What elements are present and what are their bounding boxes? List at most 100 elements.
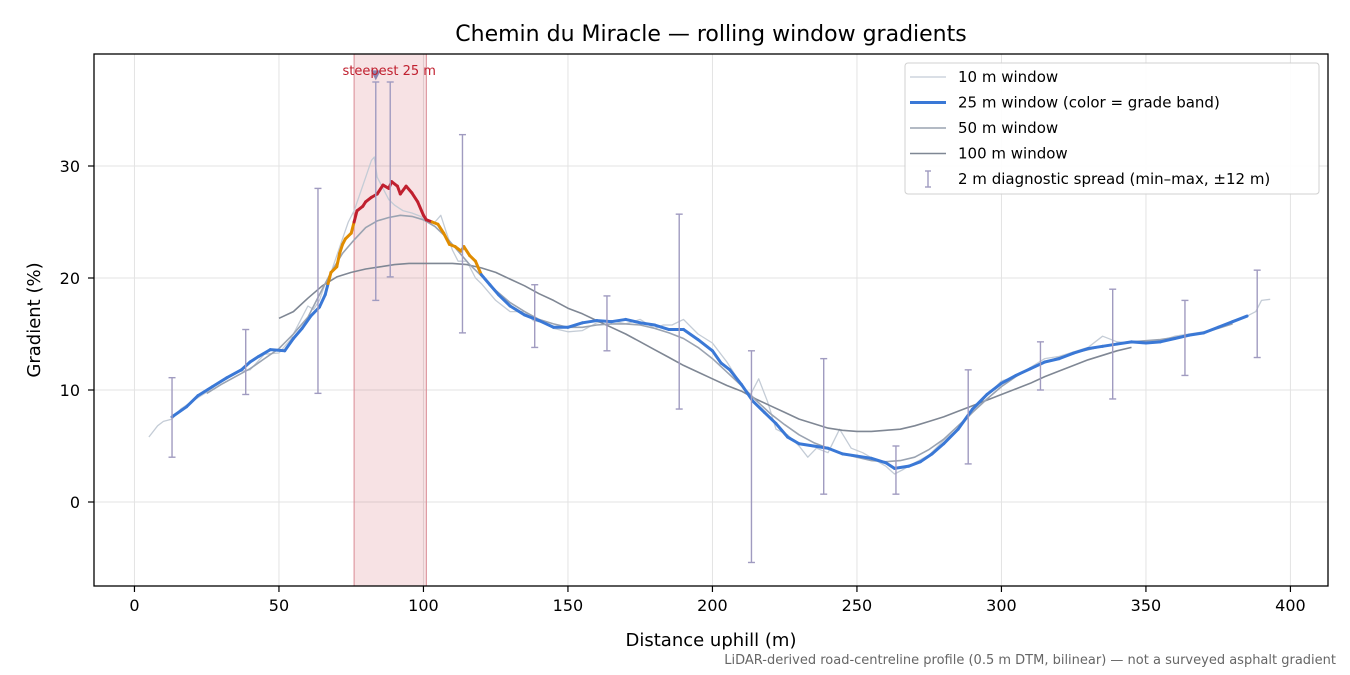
x-axis-label: Distance uphill (m) [626,630,797,651]
series-segment [609,317,628,324]
series-segment [971,392,989,411]
series-segment [462,245,472,258]
series-segment [257,348,272,358]
x-tick-label: 100 [408,596,439,615]
series-segment [942,427,960,446]
series-segment [786,435,801,446]
series-segment [719,361,732,372]
series-segment [1216,320,1235,329]
series-segment [184,394,200,409]
series-segment [893,464,911,470]
series-segment [1014,367,1032,377]
series-segment [1086,344,1105,351]
series-100m-window [278,262,1132,433]
steepest-label: steepest 25 m [342,64,435,79]
x-tick-label: 50 [269,596,289,615]
x-tick-label: 400 [1275,596,1306,615]
spread-errorbar [747,350,755,564]
series-segment [1129,340,1148,345]
series-segment [580,319,599,325]
series-segment [1158,336,1177,344]
series-segment [907,460,923,468]
series-segment [335,251,342,269]
series-segment [1173,333,1191,340]
spread-errorbar [820,357,828,495]
spread-errorbar [386,81,394,278]
series-segment [638,321,657,327]
series-segment [268,348,287,353]
series-segment [840,452,859,458]
y-tick-label: 30 [60,157,80,176]
steepest-marker-icon [370,70,381,81]
series-segment [537,319,555,329]
legend-label: 100 m window [958,145,1068,163]
series-segment [442,231,451,246]
series-segment [930,442,946,456]
series-segment [317,293,327,309]
series-segment [283,336,295,353]
series-segment [1043,357,1061,364]
x-tick-label: 300 [986,596,1017,615]
series-segment [349,220,356,235]
series-segment [1101,342,1119,348]
series-segment [682,328,700,342]
series-segment [497,293,512,308]
series-segment [523,313,541,323]
series-segment [1115,340,1133,346]
spread-errorbar [964,369,972,465]
series-segment [728,368,743,386]
axes-frame [93,53,1329,587]
series-segment [1144,340,1162,345]
series-segment [488,283,501,297]
x-tick-label: 0 [129,596,139,615]
series-segment [196,385,214,398]
legend-label: 25 m window (color = grade band) [958,94,1220,112]
series-segment [774,422,790,439]
spread-errorbar [1109,288,1117,400]
series-segment [624,317,642,325]
series-25m-window [170,180,1249,470]
series-segment [479,273,492,287]
series-segment [1057,351,1076,361]
series-segment [762,410,778,426]
series-segment [812,444,830,450]
spread-errorbar [314,187,322,395]
x-tick-label: 150 [553,596,584,615]
series-segment [323,282,330,297]
series-segment [326,270,333,286]
legend-label: 10 m window [958,68,1058,86]
series-segment [797,442,816,448]
series-segment [291,326,304,340]
series-segment [884,461,897,470]
series-segment [225,368,243,380]
series-segment [999,373,1018,385]
series-segment [985,381,1003,396]
spread-errorbar [603,295,611,352]
series-segment [710,349,723,365]
series-segment [1187,331,1206,337]
legend-label: 2 m diagnostic spread (min–max, ±12 m) [958,170,1270,188]
series-segment [595,319,613,324]
series-segment [1202,325,1220,335]
x-tick-label: 250 [842,596,873,615]
series-segment [170,405,188,419]
spread-errorbar [1253,269,1261,359]
chart-title: Chemin du Miracle — rolling window gradi… [455,22,966,47]
series-segment [826,446,844,456]
spread-errorbar [1181,299,1189,377]
x-tick-label: 350 [1131,596,1162,615]
series-segment [375,183,385,196]
series-segment [410,191,420,204]
spread-errorbar [458,133,466,334]
spread-errorbar [242,328,250,396]
series-segment [869,456,888,465]
y-axis-label: Gradient (%) [24,262,45,377]
spread-errorbar [372,81,380,302]
legend-label: 50 m window [958,119,1058,137]
series-segment [398,184,408,196]
series-segment [352,209,359,224]
series-segment [653,323,671,332]
series-segment [919,452,934,464]
series-segment [751,399,766,414]
